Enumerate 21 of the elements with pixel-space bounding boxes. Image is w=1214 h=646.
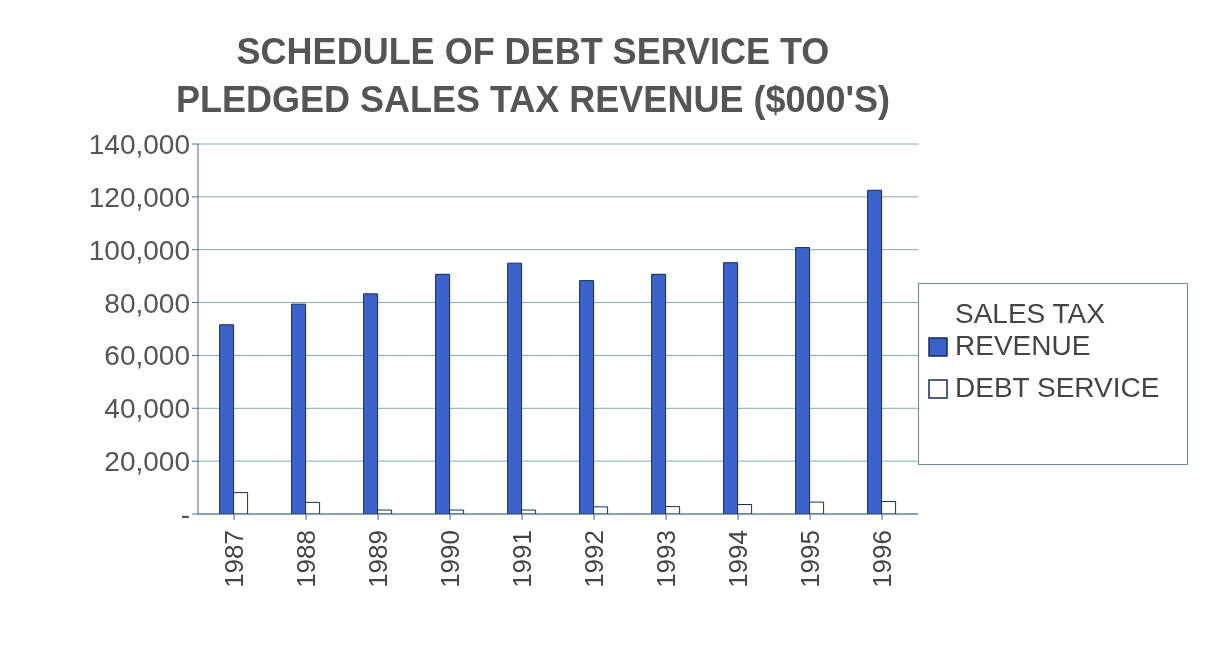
x-tick-label: 1994 bbox=[723, 530, 753, 588]
legend-label: DEBT SERVICE bbox=[955, 372, 1160, 404]
x-tick-label: 1989 bbox=[363, 530, 393, 588]
y-tick-label: 140,000 bbox=[88, 128, 190, 160]
legend-label: SALES TAX REVENUE bbox=[955, 298, 1106, 362]
chart-title: SCHEDULE OF DEBT SERVICE TO PLEDGED SALES TAX REVENUE ($000'S) bbox=[175, 31, 891, 120]
x-tick-label: 1991 bbox=[507, 530, 537, 588]
x-tick-label: 1995 bbox=[795, 530, 825, 588]
y-tick-label: 100,000 bbox=[88, 234, 190, 266]
y-tick-label: 20,000 bbox=[104, 446, 190, 478]
x-tick-label: 1987 bbox=[219, 530, 249, 588]
y-tick-label: 60,000 bbox=[104, 340, 190, 372]
x-tick-label: 1992 bbox=[579, 530, 609, 588]
x-tick-label: 1988 bbox=[291, 530, 321, 588]
x-tick-label: 1996 bbox=[867, 530, 897, 588]
x-tick-label: 1990 bbox=[435, 530, 465, 588]
y-tick-label: - bbox=[180, 498, 190, 530]
x-tick-label: 1993 bbox=[651, 530, 681, 588]
y-tick-label: 80,000 bbox=[104, 287, 190, 319]
y-tick-label: 120,000 bbox=[88, 181, 190, 213]
y-tick-label: 40,000 bbox=[104, 393, 190, 425]
